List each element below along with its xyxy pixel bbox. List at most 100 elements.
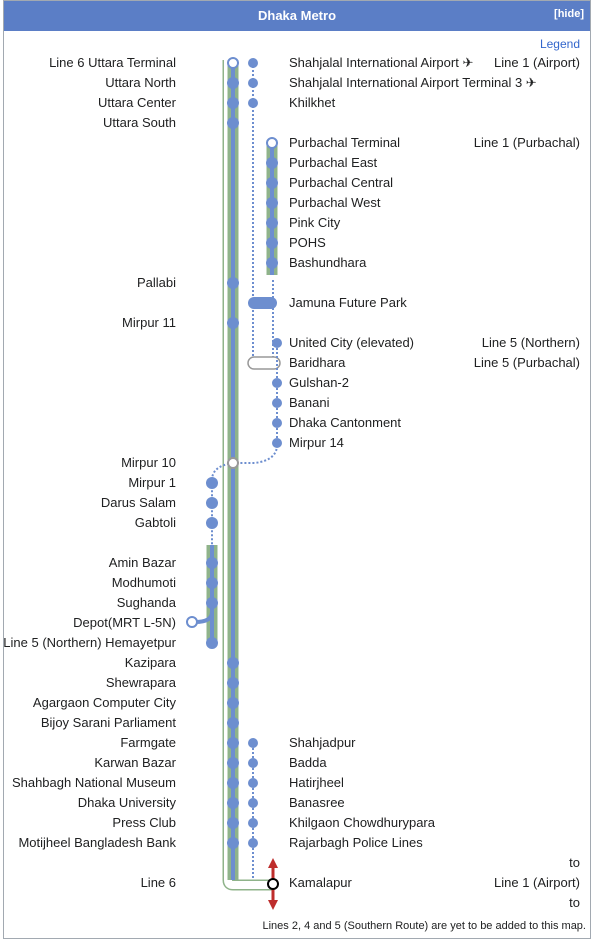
- line-6-station: [227, 117, 239, 129]
- purbachal-station: [266, 257, 278, 269]
- line-6-station: [227, 277, 239, 289]
- line-6-terminal: [227, 57, 239, 69]
- station-label-right: Khilgaon Chowdhurypara: [289, 815, 435, 830]
- line-5-station: [206, 477, 218, 489]
- station-label-left: Mirpur 10: [121, 455, 176, 470]
- purbachal-station: [266, 237, 278, 249]
- line-5-station: [206, 517, 218, 529]
- line-5-station: [272, 418, 282, 428]
- station-label-right: Purbachal East: [289, 155, 378, 170]
- connection-label: Line 1 (Airport): [494, 875, 580, 890]
- line-6-station: [227, 837, 239, 849]
- line-5-station: [206, 637, 218, 649]
- line-1-station: [248, 78, 258, 88]
- line-6-station: [227, 717, 239, 729]
- station-label-right: Banani: [289, 395, 330, 410]
- line-5-station: [272, 338, 282, 348]
- station-label-left: Modhumoti: [111, 575, 176, 590]
- station-label-right: Baridhara: [289, 355, 346, 370]
- station-label-right: Dhaka Cantonment: [289, 415, 402, 430]
- connection-label: Line 5 (Purbachal): [473, 355, 580, 370]
- line-1-station: [248, 58, 258, 68]
- station-label-left: Karwan Bazar: [94, 755, 176, 770]
- purbachal-station: [266, 217, 278, 229]
- station-label-right: Purbachal Terminal: [289, 135, 401, 150]
- line-6-station: [227, 777, 239, 789]
- line-6-station: [227, 697, 239, 709]
- station-label-left: Uttara South: [103, 115, 176, 130]
- diagram-title: Dhaka Metro: [257, 8, 337, 23]
- hide-toggle[interactable]: [hide]: [554, 8, 584, 20]
- line-5-station: [272, 378, 282, 388]
- station-label-left: Press Club: [112, 815, 176, 830]
- line-5-station: [272, 438, 282, 448]
- line-1-station: [248, 758, 258, 768]
- route-diagram-box: Dhaka Metro [hide] Legend: [3, 0, 591, 939]
- station-label-right: Gulshan-2: [289, 375, 349, 390]
- station-label-right: Purbachal Central: [289, 175, 394, 190]
- station-label-right: Shahjalal International Airport ✈: [289, 55, 474, 70]
- station-label-left: Line 6: [140, 875, 176, 890]
- station-label-right: Khilkhet: [289, 95, 336, 110]
- line-6-station: [227, 677, 239, 689]
- connection-label: to: [569, 895, 580, 910]
- station-label-left: Mirpur 11: [122, 315, 176, 330]
- line-6-station: [227, 317, 239, 329]
- station-label-left: Uttara North: [105, 75, 176, 90]
- line-6-station: [227, 757, 239, 769]
- depot-station: [186, 616, 198, 628]
- station-label-left: Kazipara: [124, 655, 176, 670]
- station-label-left: Uttara Center: [97, 95, 176, 110]
- line-1-station: [248, 818, 258, 828]
- line-6-station: [227, 97, 239, 109]
- legend-link[interactable]: Legend: [539, 37, 580, 51]
- station-label-right: Hatirjheel: [289, 775, 344, 790]
- purbachal-station: [266, 157, 278, 169]
- station-label-left: Mirpur 1: [128, 475, 176, 490]
- station-label-left: Shahbagh National Museum: [11, 775, 176, 790]
- station-markers: [186, 57, 282, 890]
- station-label-right: Pink City: [289, 215, 341, 230]
- line-6-station: [227, 797, 239, 809]
- station-label-left: Line 6 Uttara Terminal: [49, 55, 176, 70]
- station-label-right: Mirpur 14: [289, 435, 344, 450]
- line-6-station: [227, 817, 239, 829]
- mirpur-10-interchange: [227, 457, 239, 469]
- station-label-right: Jamuna Future Park: [289, 295, 407, 310]
- line-1-airport-dotted: [252, 62, 274, 880]
- line-6-station: [227, 737, 239, 749]
- station-label-left: Gabtoli: [134, 515, 176, 530]
- line-1-station: [248, 98, 258, 108]
- connection-label: Line 1 (Purbachal): [473, 135, 580, 150]
- connection-label: Line 5 (Northern): [481, 335, 580, 350]
- connection-label: to: [569, 855, 580, 870]
- station-label-left: Pallabi: [136, 275, 176, 290]
- line-6-station: [227, 657, 239, 669]
- station-label-left: Depot(MRT L-5N): [73, 615, 176, 630]
- station-label-left: Dhaka University: [77, 795, 176, 810]
- station-label-left: Darus Salam: [100, 495, 176, 510]
- station-label-left: Agargaon Computer City: [32, 695, 176, 710]
- station-label-right: Rajarbagh Police Lines: [289, 835, 423, 850]
- line-1-station: [248, 778, 258, 788]
- station-label-left: Line 5 (Northern) Hemayetpur: [3, 635, 176, 650]
- footer-note: Lines 2, 4 and 5 (Southern Route) are ye…: [262, 920, 587, 932]
- station-label-right: United City (elevated): [289, 335, 414, 350]
- line-5-station: [206, 557, 218, 569]
- line-1-station: [248, 798, 258, 808]
- station-label-right: Shahjalal International Airport Terminal…: [289, 75, 537, 90]
- purbachal-station: [266, 197, 278, 209]
- kamalapur-station: [267, 878, 279, 890]
- purbachal-terminal: [266, 137, 278, 149]
- line-5-station: [206, 497, 218, 509]
- line-1-station: [248, 838, 258, 848]
- station-label-left: Bijoy Sarani Parliament: [40, 715, 176, 730]
- line-1-station: [248, 738, 258, 748]
- station-label-right: Kamalapur: [289, 875, 352, 890]
- station-label-right: Banasree: [289, 795, 345, 810]
- connection-label: Line 1 (Airport): [494, 55, 580, 70]
- station-label-right: Shahjadpur: [289, 735, 356, 750]
- station-label-left: Motijheel Bangladesh Bank: [18, 835, 176, 850]
- purbachal-station: [266, 177, 278, 189]
